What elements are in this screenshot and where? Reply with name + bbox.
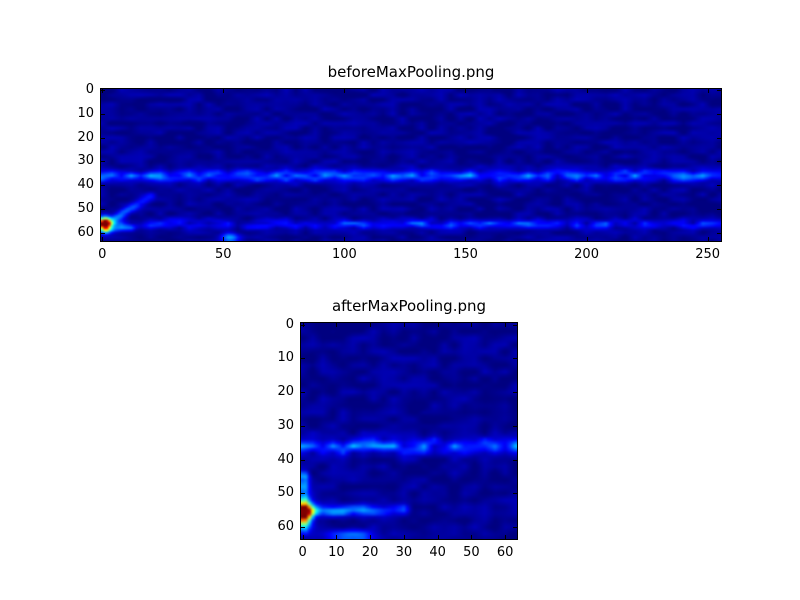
y-tick-mark xyxy=(101,161,105,163)
y-tick-label: 10 xyxy=(277,350,294,366)
y-tick-label: 40 xyxy=(77,177,94,193)
y-tick-mark xyxy=(301,459,305,461)
x-tick-mark xyxy=(102,237,104,241)
y-tick-mark xyxy=(101,90,105,92)
y-tick-mark xyxy=(513,324,517,326)
y-tick-mark xyxy=(301,358,305,360)
y-tick-mark xyxy=(101,232,105,234)
y-tick-label: 50 xyxy=(77,200,94,216)
heatmap-before-canvas xyxy=(101,89,721,241)
x-tick-mark xyxy=(586,237,588,241)
x-tick-mark xyxy=(336,323,338,327)
y-tick-label: 30 xyxy=(277,417,294,433)
x-tick-mark xyxy=(465,237,467,241)
x-tick-label: 50 xyxy=(215,247,232,262)
x-tick-mark xyxy=(437,535,439,539)
x-tick-label: 10 xyxy=(328,545,345,560)
y-tick-label: 0 xyxy=(85,82,94,98)
x-tick-label: 50 xyxy=(463,545,480,560)
y-tick-mark xyxy=(301,324,305,326)
y-tick-mark xyxy=(301,392,305,394)
x-tick-mark xyxy=(586,89,588,93)
x-tick-mark xyxy=(471,535,473,539)
y-tick-label: 30 xyxy=(77,153,94,169)
y-tick-mark xyxy=(301,493,305,495)
y-tick-mark xyxy=(301,425,305,427)
y-tick-mark xyxy=(101,185,105,187)
x-tick-mark xyxy=(505,535,507,539)
y-tick-mark xyxy=(513,493,517,495)
chart-title-after: afterMaxPooling.png xyxy=(331,297,487,315)
y-tick-mark xyxy=(513,459,517,461)
y-tick-mark xyxy=(717,90,721,92)
chart-title-before: beforeMaxPooling.png xyxy=(327,63,495,81)
y-tick-mark xyxy=(513,392,517,394)
x-tick-label: 0 xyxy=(98,247,107,262)
y-tick-label: 20 xyxy=(77,129,94,145)
x-tick-label: 30 xyxy=(395,545,413,560)
x-tick-mark xyxy=(437,323,439,327)
y-tick-label: 10 xyxy=(77,105,94,121)
y-tick-label: 20 xyxy=(277,384,294,400)
x-tick-mark xyxy=(403,323,405,327)
x-tick-mark xyxy=(223,237,225,241)
y-tick-mark xyxy=(717,185,721,187)
y-tick-label: 0 xyxy=(285,316,294,332)
x-tick-label: 100 xyxy=(331,247,357,262)
y-tick-mark xyxy=(101,137,105,139)
x-tick-mark xyxy=(403,535,405,539)
x-tick-label: 200 xyxy=(574,247,599,262)
y-tick-mark xyxy=(717,113,721,115)
y-tick-mark xyxy=(717,161,721,163)
x-tick-mark xyxy=(223,89,225,93)
x-tick-mark xyxy=(465,89,467,93)
x-tick-label: 0 xyxy=(298,545,307,560)
y-tick-mark xyxy=(101,208,105,210)
x-tick-label: 250 xyxy=(695,247,721,262)
y-tick-mark xyxy=(101,113,105,115)
x-tick-mark xyxy=(302,535,304,539)
x-tick-mark xyxy=(471,323,473,327)
y-tick-mark xyxy=(717,208,721,210)
y-tick-mark xyxy=(717,232,721,234)
x-tick-mark xyxy=(336,535,338,539)
x-tick-label: 40 xyxy=(429,545,446,560)
x-tick-mark xyxy=(344,89,346,93)
x-tick-mark xyxy=(370,323,372,327)
y-tick-mark xyxy=(717,137,721,139)
x-tick-label: 150 xyxy=(453,247,478,262)
y-tick-mark xyxy=(301,527,305,529)
x-tick-mark xyxy=(370,535,372,539)
y-tick-mark xyxy=(513,358,517,360)
y-tick-label: 40 xyxy=(277,451,294,467)
axes-before-maxpooling: beforeMaxPooling.png 0 50 100 150 200 250 0 10 2… xyxy=(77,63,722,262)
x-tick-mark xyxy=(505,323,507,327)
x-tick-mark xyxy=(344,237,346,241)
heatmap-after-canvas xyxy=(301,323,517,539)
y-tick-label: 60 xyxy=(277,519,294,535)
x-tick-mark xyxy=(707,89,709,93)
y-tick-label: 60 xyxy=(77,224,94,240)
x-tick-label: 20 xyxy=(361,545,379,560)
axes-after-maxpooling: afterMaxPooling.png 0 10 20 30 40 50 60 0 10 20 30… xyxy=(277,297,518,560)
y-tick-mark xyxy=(513,425,517,427)
x-tick-mark xyxy=(707,237,709,241)
y-tick-label: 50 xyxy=(277,485,294,501)
y-tick-mark xyxy=(513,527,517,529)
x-tick-label: 60 xyxy=(496,545,514,560)
